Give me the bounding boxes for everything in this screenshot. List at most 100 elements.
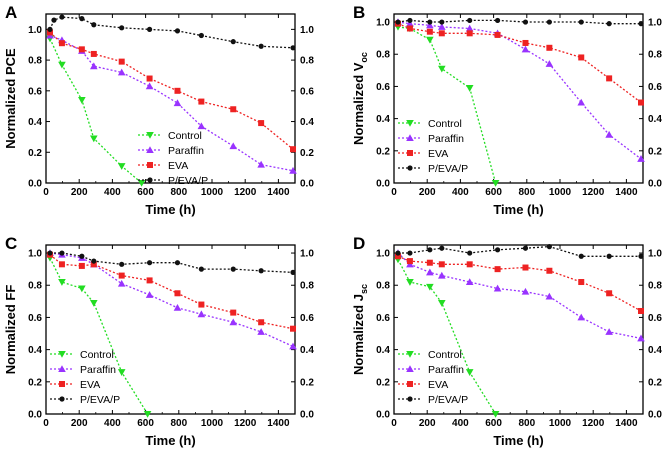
data-point-EVA bbox=[78, 46, 85, 53]
data-point-P/EVA/P bbox=[395, 250, 401, 256]
data-point-P/EVA/P bbox=[439, 245, 445, 251]
data-point-Control bbox=[406, 279, 414, 286]
series-line-Paraffin bbox=[49, 252, 294, 347]
data-point-Paraffin bbox=[637, 155, 645, 162]
data-point-Control bbox=[90, 299, 98, 307]
data-point-EVA bbox=[578, 54, 585, 61]
y-tick-label-right: 0.0 bbox=[648, 179, 662, 190]
legend-marker bbox=[406, 120, 414, 127]
legend-label: Control bbox=[428, 349, 462, 361]
data-point-Paraffin bbox=[257, 160, 265, 168]
series-line-EVA bbox=[49, 254, 294, 330]
data-point-P/EVA/P bbox=[91, 258, 97, 264]
y-tick-label-right: 0.8 bbox=[300, 56, 314, 67]
data-point-Paraffin bbox=[406, 19, 414, 27]
legend-label: Control bbox=[168, 130, 202, 142]
x-tick-label: 1400 bbox=[615, 418, 638, 429]
y-tick-label: 0.8 bbox=[376, 281, 390, 292]
data-point-EVA bbox=[466, 261, 473, 268]
data-point-P/EVA/P bbox=[79, 253, 85, 259]
data-point-EVA bbox=[174, 87, 181, 94]
data-point-P/EVA/P bbox=[522, 19, 529, 25]
data-point-P/EVA/P bbox=[494, 247, 501, 253]
y-tick-label-right: 0.8 bbox=[648, 50, 662, 61]
y-tick-label-right: 0.0 bbox=[300, 179, 314, 190]
data-point-EVA bbox=[578, 279, 585, 286]
data-point-Paraffin bbox=[521, 287, 530, 295]
data-point-P/EVA/P bbox=[407, 250, 413, 256]
legend-marker bbox=[407, 165, 413, 171]
data-point-EVA bbox=[290, 325, 297, 332]
y-tick-label: 0.2 bbox=[376, 146, 390, 157]
data-point-Control bbox=[491, 180, 500, 187]
data-point-P/EVA/P bbox=[395, 19, 401, 25]
x-tick-label: 200 bbox=[419, 418, 436, 429]
data-point-Control bbox=[465, 369, 474, 376]
y-tick-label: 1.0 bbox=[376, 18, 390, 29]
x-tick-label: 0 bbox=[43, 418, 49, 429]
plot-frame bbox=[45, 13, 296, 184]
x-tick-label: 600 bbox=[485, 418, 502, 429]
x-tick-label: 600 bbox=[137, 418, 154, 429]
x-tick-label: 1000 bbox=[549, 187, 572, 198]
data-point-EVA bbox=[466, 30, 473, 37]
plot-frame bbox=[393, 244, 644, 415]
data-point-Paraffin bbox=[577, 313, 586, 321]
plot-frame bbox=[393, 13, 644, 184]
data-point-Control bbox=[117, 369, 126, 376]
legend-marker bbox=[406, 351, 414, 358]
series-line-P/EVA/P bbox=[397, 19, 641, 25]
data-point-EVA bbox=[546, 267, 553, 274]
panel-C: C 0 200 400 600 800 1000 1200 1400 0.0 0.0 0.2 0.2 0.… bbox=[3, 234, 314, 448]
x-tick-label: 400 bbox=[452, 187, 469, 198]
data-point-Control bbox=[117, 163, 126, 170]
data-point-Paraffin bbox=[229, 142, 238, 150]
y-tick-label-right: 1.0 bbox=[648, 249, 662, 260]
data-point-Control bbox=[438, 65, 446, 73]
y-tick-label-right: 0.4 bbox=[648, 345, 662, 356]
legend-marker bbox=[407, 150, 413, 156]
legend-marker bbox=[59, 396, 65, 402]
data-point-Paraffin bbox=[465, 278, 474, 286]
data-point-Control bbox=[137, 180, 146, 187]
data-point-P/EVA/P bbox=[467, 17, 473, 24]
data-point-EVA bbox=[58, 40, 65, 47]
panel-A: A 0 200 400 600 800 1000 1200 1400 0.0 0.0 0.2 0.2 0.… bbox=[3, 3, 314, 217]
data-point-EVA bbox=[494, 31, 501, 38]
data-point-EVA bbox=[546, 44, 553, 51]
data-point-EVA bbox=[522, 39, 529, 46]
data-point-EVA bbox=[146, 277, 153, 284]
y-tick-label-right: 0.2 bbox=[300, 148, 314, 159]
data-point-P/EVA/P bbox=[578, 253, 584, 259]
y-tick-label: 0.8 bbox=[376, 50, 390, 61]
x-tick-label: 1200 bbox=[234, 418, 257, 429]
data-point-P/EVA/P bbox=[494, 17, 501, 24]
x-axis-label: Time (h) bbox=[493, 202, 543, 217]
x-tick-label: 800 bbox=[170, 418, 187, 429]
data-point-EVA bbox=[146, 75, 153, 82]
series-line-Control bbox=[397, 26, 497, 183]
series-line-Control bbox=[49, 38, 143, 183]
legend-marker bbox=[58, 351, 66, 358]
y-tick-label-right: 0.0 bbox=[648, 410, 662, 421]
legend-marker bbox=[407, 396, 413, 402]
panel-letter: B bbox=[353, 3, 365, 22]
x-tick-label: 200 bbox=[71, 418, 88, 429]
data-point-Paraffin bbox=[173, 303, 182, 311]
data-point-P/EVA/P bbox=[146, 260, 153, 266]
y-tick-label: 0.6 bbox=[28, 86, 42, 97]
y-tick-label-right: 0.4 bbox=[300, 117, 314, 128]
y-tick-label: 1.0 bbox=[28, 25, 42, 36]
series-line-Paraffin bbox=[397, 252, 642, 340]
y-tick-label-right: 0.4 bbox=[300, 345, 314, 356]
legend-marker bbox=[407, 381, 413, 387]
data-point-EVA bbox=[522, 264, 529, 271]
y-tick-label-right: 0.6 bbox=[300, 313, 314, 324]
data-point-Control bbox=[78, 97, 86, 104]
data-point-P/EVA/P bbox=[230, 266, 236, 272]
data-point-EVA bbox=[638, 99, 645, 106]
data-point-EVA bbox=[494, 266, 501, 273]
x-tick-label: 200 bbox=[71, 187, 88, 198]
series-line-P/EVA/P bbox=[398, 245, 641, 257]
data-point-Paraffin bbox=[257, 328, 265, 335]
